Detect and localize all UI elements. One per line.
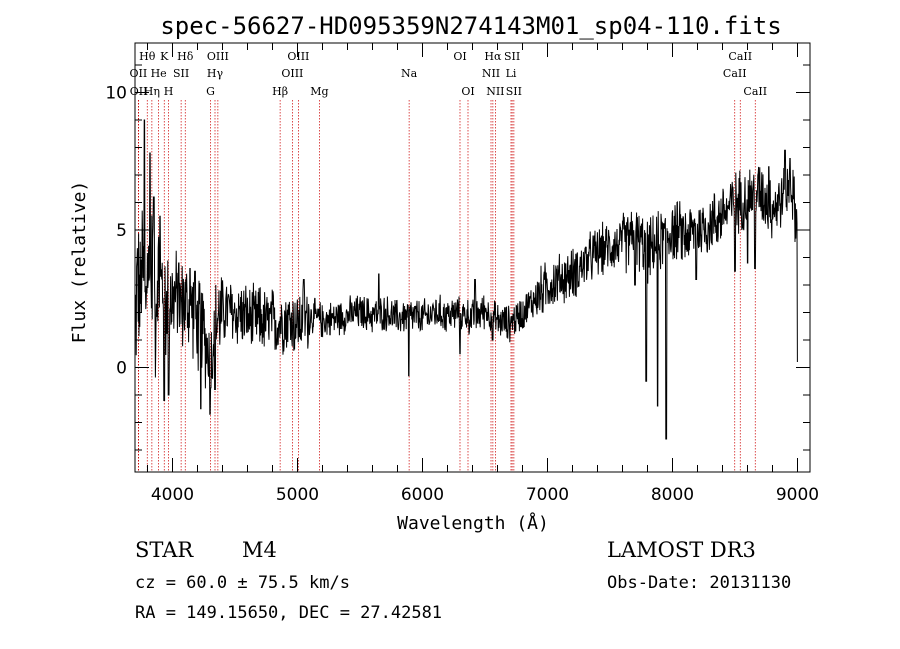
line-marker-label: Hθ (139, 50, 156, 63)
spectrum-line (134, 119, 798, 440)
y-tick-label: 5 (116, 221, 127, 241)
x-tick-label: 5000 (276, 485, 319, 505)
line-marker-label: He (151, 67, 167, 80)
observation-date: Obs-Date: 20131130 (607, 573, 792, 593)
line-marker-label: OII (130, 67, 148, 80)
redshift-velocity: cz = 60.0 ± 75.5 km/s (135, 573, 350, 593)
line-marker-label: SII (173, 67, 189, 80)
line-marker-label: CaII (743, 85, 767, 98)
line-marker-label: NII (486, 85, 504, 98)
line-marker-label: Li (506, 67, 517, 80)
line-marker-label: Hα (484, 50, 502, 63)
line-marker-label: Hη (144, 85, 160, 98)
line-marker-label: OIII (287, 50, 309, 63)
line-marker-label: SII (504, 50, 520, 63)
line-marker-label: OI (453, 50, 466, 63)
line-marker-label: OII (130, 85, 148, 98)
spectral-subclass: M4 (242, 538, 277, 562)
line-marker-label: Mg (310, 85, 328, 98)
survey-name: LAMOST DR3 (607, 538, 756, 562)
x-tick-label: 8000 (651, 485, 694, 505)
x-tick-label: 4000 (151, 485, 194, 505)
x-axis-label: Wavelength (Å) (397, 512, 549, 534)
coordinates: RA = 149.15650, DEC = 27.42581 (135, 603, 443, 623)
line-marker-label: G (206, 85, 215, 98)
line-marker-label: Na (401, 67, 418, 80)
object-type: STAR (135, 538, 194, 562)
y-tick-label: 0 (116, 359, 127, 379)
line-marker-label: K (160, 50, 169, 63)
line-marker-label: SII (506, 85, 522, 98)
y-axis-label: Flux (relative) (69, 181, 90, 344)
y-tick-label: 10 (105, 84, 127, 104)
line-marker-label: OIII (207, 50, 229, 63)
line-marker-label: NII (482, 67, 500, 80)
x-tick-label: 6000 (401, 485, 444, 505)
line-marker-label: OI (461, 85, 474, 98)
line-marker-label: H (164, 85, 174, 98)
line-marker-label: CaII (728, 50, 752, 63)
line-marker-label: CaII (723, 67, 747, 80)
axis-tick-labels: 4000 5000 6000 7000 8000 9000 0 5 10 (105, 84, 819, 506)
plot-frame (134, 42, 811, 473)
x-tick-label: 9000 (776, 485, 819, 505)
line-marker-label: Hδ (177, 50, 194, 63)
x-tick-label: 7000 (526, 485, 569, 505)
chart-title: spec-56627-HD095359N274143M01_sp04-110.f… (160, 12, 781, 40)
axis-ticks (135, 43, 810, 472)
line-marker-label: Hβ (272, 85, 288, 98)
line-marker-label: Hγ (207, 67, 224, 80)
line-marker-label: OIII (281, 67, 303, 80)
